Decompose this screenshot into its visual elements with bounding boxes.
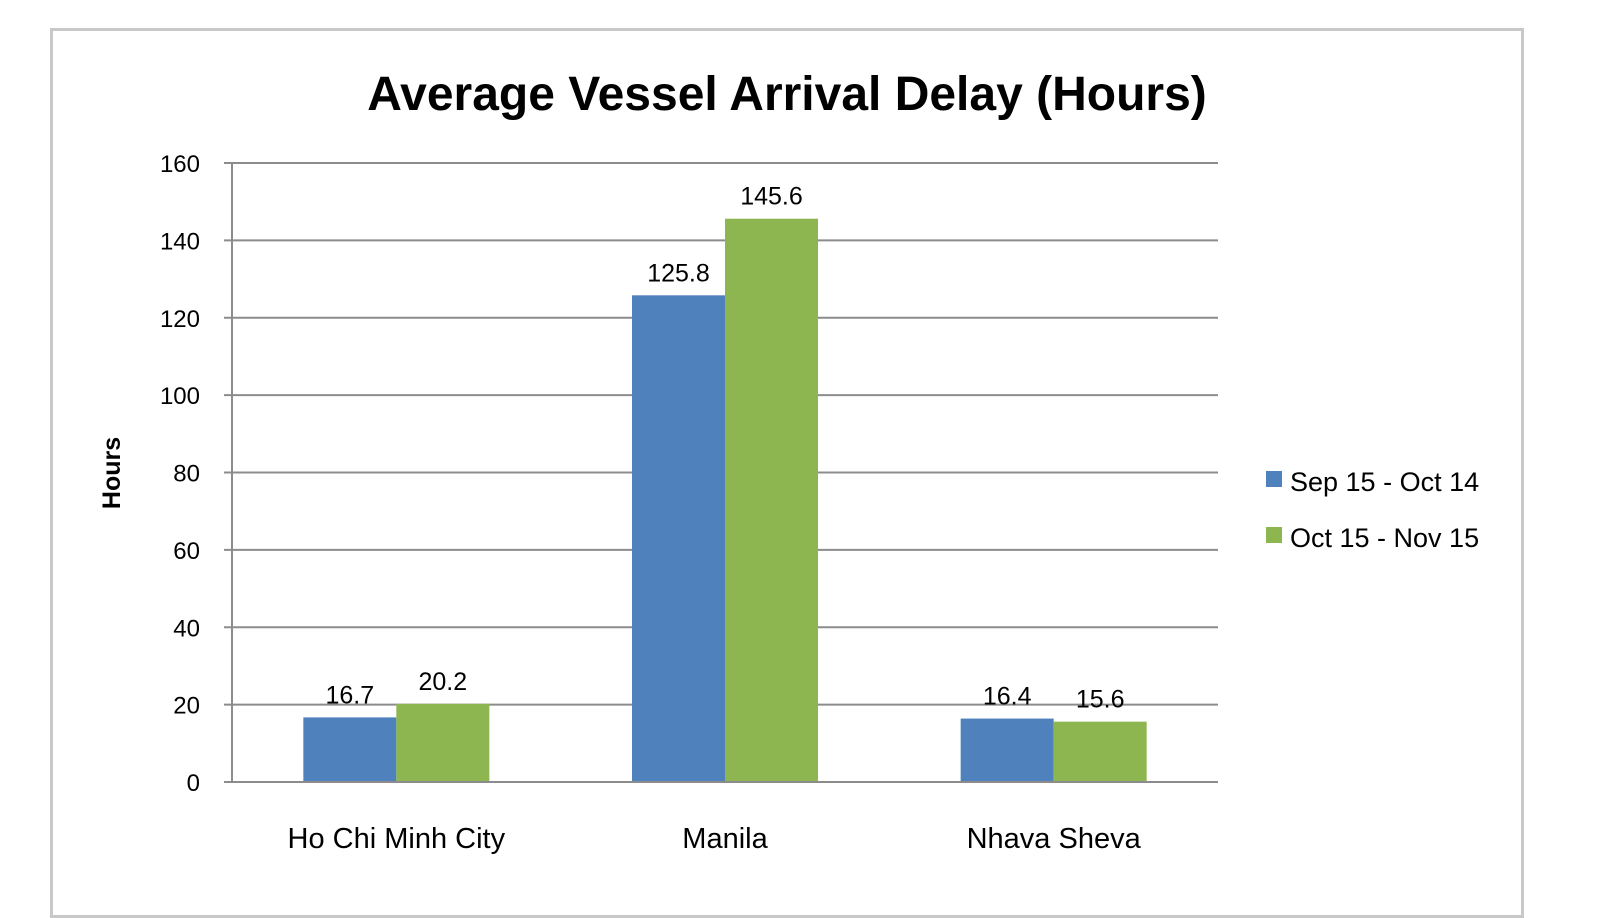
bar-nhava-sheva-series-1 [960, 718, 1054, 782]
y-tick-label: 140 [160, 228, 200, 255]
data-labels: 16.7 20.2 125.8 145.6 16.4 15.6 [325, 183, 1124, 714]
bar-ho-chi-minh-city-series-2 [396, 703, 490, 782]
y-tick-label: 60 [173, 538, 200, 565]
data-label: 125.8 [647, 259, 710, 287]
y-tick-label: 160 [160, 151, 200, 178]
data-label: 16.4 [983, 683, 1032, 711]
bar-manila-series-2 [725, 218, 818, 782]
data-label: 145.6 [740, 183, 803, 211]
data-label: 20.2 [418, 668, 467, 696]
x-category-label: Nhava Sheva [967, 823, 1142, 855]
y-tick-label: 120 [160, 306, 200, 333]
chart-title: Average Vessel Arrival Delay (Hours) [367, 68, 1207, 121]
x-category-label: Ho Chi Minh City [288, 823, 506, 855]
x-category-label: Manila [682, 823, 768, 855]
axes: 0 20 40 60 80 100 120 140 160 Ho Chi Minh City Man… [160, 151, 1218, 855]
y-tick-label: 40 [173, 615, 200, 642]
legend-swatch [1266, 471, 1282, 487]
bars [303, 218, 1147, 782]
y-tick-label: 0 [187, 770, 200, 797]
y-axis-label: Hours [98, 437, 126, 509]
legend-swatch [1266, 527, 1282, 543]
data-label: 16.7 [325, 681, 374, 709]
data-label: 15.6 [1076, 686, 1125, 714]
bar-manila-series-1 [632, 295, 725, 782]
bar-ho-chi-minh-city-series-1 [303, 717, 397, 782]
bar-nhava-sheva-series-2 [1053, 721, 1147, 782]
legend-label: Oct 15 - Nov 15 [1290, 523, 1479, 553]
legend: Sep 15 - Oct 14 Oct 15 - Nov 15 [1266, 467, 1479, 553]
y-tick-label: 20 [173, 693, 200, 720]
legend-label: Sep 15 - Oct 14 [1290, 467, 1479, 497]
y-tick-label: 100 [160, 383, 200, 410]
y-tick-label: 80 [173, 461, 200, 488]
